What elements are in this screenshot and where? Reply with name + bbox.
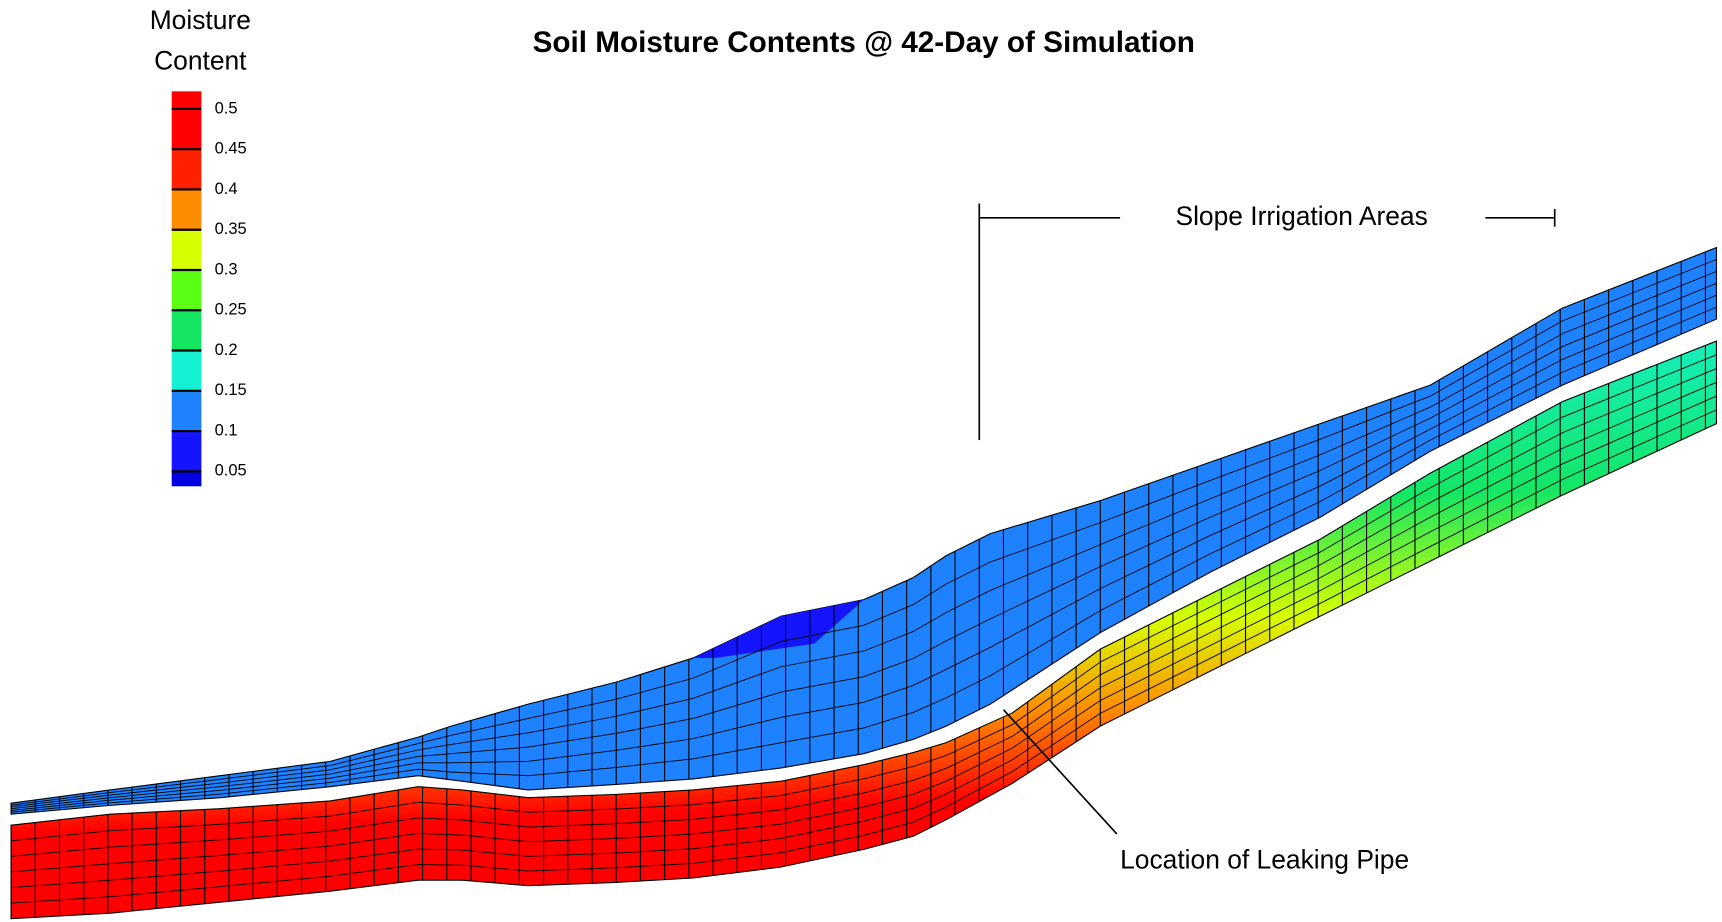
colorbar: 0.5 0.45 0.4 0.35 0.3 0.25 0.2 0.15 0.1 0.05	[172, 91, 247, 486]
colorbar-label: 0.45	[215, 140, 247, 158]
colorbar-label: 0.35	[215, 220, 247, 238]
colorbar-label: 0.5	[215, 99, 238, 117]
colorbar-band	[172, 230, 202, 270]
colorbar-label: 0.15	[215, 381, 247, 399]
colorbar-band	[172, 310, 202, 350]
colorbar-label: 0.2	[215, 341, 238, 359]
colorbar-label: 0.4	[215, 180, 238, 198]
colorbar-band	[172, 431, 202, 471]
colorbar-label: 0.25	[215, 301, 247, 319]
annotation: Slope Irrigation Areas	[1175, 201, 1427, 231]
title: Soil Moisture Contents @ 42-Day of Simul…	[533, 26, 1195, 59]
colorbar-label: 0.1	[215, 421, 238, 439]
colorbar-band	[172, 471, 202, 486]
colorbar-band	[172, 149, 202, 189]
legend-title: Content	[154, 46, 247, 76]
soil-mesh	[11, 248, 1716, 919]
colorbar-band	[172, 391, 202, 431]
colorbar-band	[172, 351, 202, 391]
annotation: Location of Leaking Pipe	[1120, 844, 1409, 874]
colorbar-label: 0.05	[215, 462, 247, 480]
colorbar-band	[172, 109, 202, 149]
colorbar-band	[172, 189, 202, 229]
colorbar-band	[172, 91, 202, 109]
colorbar-label: 0.3	[215, 260, 238, 278]
page: Soil Moisture Contents @ 42-Day of Simul…	[0, 0, 1722, 922]
legend-title: Moisture	[150, 5, 251, 35]
colorbar-band	[172, 270, 202, 310]
